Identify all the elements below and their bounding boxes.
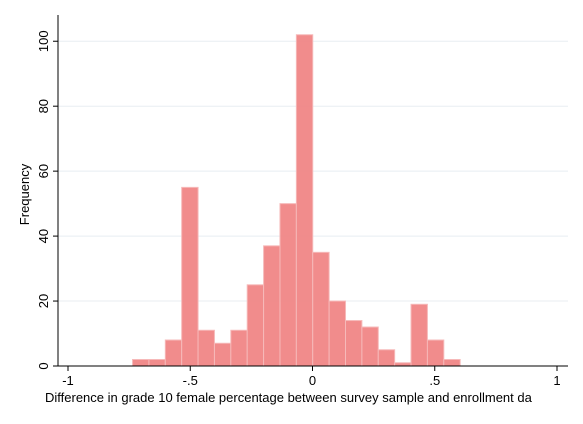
histogram-bar-4 bbox=[181, 186, 199, 367]
histogram-bar-9 bbox=[263, 245, 281, 367]
histogram-bar-11 bbox=[295, 34, 314, 367]
x-tick-label-0: 0 bbox=[309, 373, 316, 388]
y-tick-label-20: 20 bbox=[36, 294, 51, 308]
histogram-bar-19 bbox=[426, 339, 445, 367]
y-axis-title: Frequency bbox=[17, 163, 32, 225]
y-tick-label-0: 0 bbox=[36, 362, 51, 369]
histogram-bar-13 bbox=[328, 300, 347, 367]
histogram-bar-2 bbox=[148, 359, 166, 367]
histogram-bar-3 bbox=[164, 339, 183, 367]
histogram-bar-12 bbox=[312, 251, 330, 367]
histogram-bar-10 bbox=[279, 203, 297, 367]
y-tick-label-80: 80 bbox=[36, 99, 51, 113]
histogram-bar-18 bbox=[410, 303, 428, 367]
histogram-bar-5 bbox=[197, 329, 215, 367]
histogram-bar-7 bbox=[230, 329, 248, 367]
x-axis-ticks: -1 -.5 0 .5 1 bbox=[62, 366, 561, 388]
histogram-bar-14 bbox=[345, 320, 363, 367]
x-tick-label-1: 1 bbox=[553, 373, 560, 388]
x-tick-label--1: -1 bbox=[62, 373, 74, 388]
histogram-bars bbox=[132, 34, 461, 367]
x-tick-label--.5: -.5 bbox=[183, 373, 198, 388]
x-tick-label-.5: .5 bbox=[429, 373, 440, 388]
histogram-bar-8 bbox=[246, 284, 265, 367]
y-tick-label-60: 60 bbox=[36, 164, 51, 178]
histogram-bar-16 bbox=[377, 349, 396, 367]
y-tick-label-100: 100 bbox=[36, 30, 51, 52]
histogram-bar-15 bbox=[361, 326, 379, 367]
histogram-bar-6 bbox=[213, 342, 232, 367]
x-axis-title: Difference in grade 10 female percentage… bbox=[45, 390, 533, 405]
histogram-bar-20 bbox=[443, 359, 461, 367]
histogram-bar-1 bbox=[132, 359, 150, 367]
y-axis-ticks: 0 20 40 60 80 100 bbox=[36, 30, 58, 370]
y-tick-label-40: 40 bbox=[36, 229, 51, 243]
